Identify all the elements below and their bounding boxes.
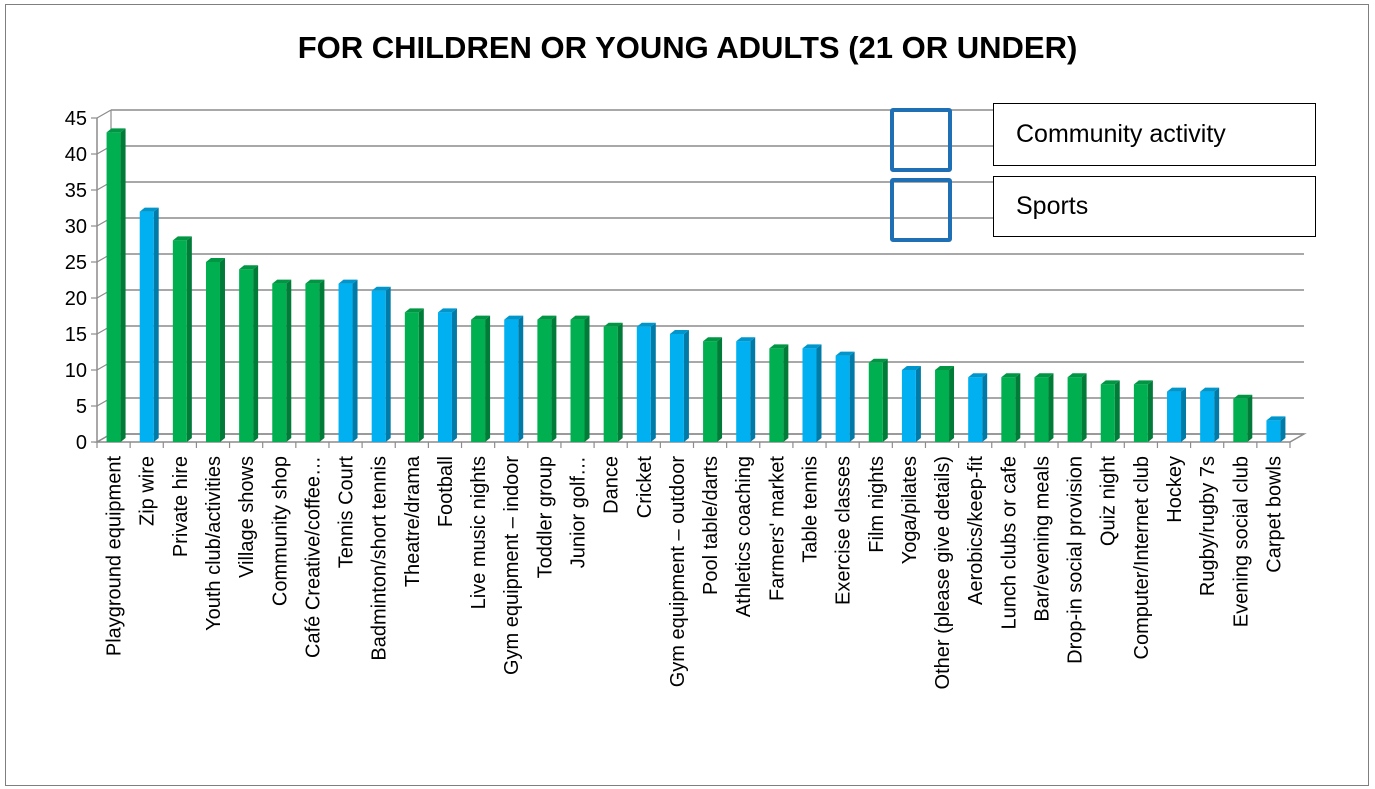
x-tick-label: Exercise classes	[833, 456, 855, 605]
bar	[471, 315, 491, 442]
bar	[404, 308, 424, 442]
y-tick-labels: 0 5 10 15 20 25 30 35 40 45	[65, 108, 87, 454]
x-tick-label: Carpet bowls	[1263, 456, 1285, 573]
bar	[570, 315, 590, 442]
x-tick-label: Table tennis	[799, 456, 821, 563]
bar	[139, 207, 159, 442]
gridline-depth	[96, 109, 112, 119]
x-tick-label: Hockey	[1164, 456, 1186, 523]
y-tick-label: 5	[76, 396, 87, 418]
bar	[1133, 380, 1153, 442]
bar	[1167, 387, 1187, 442]
x-tick-label: Athletics coaching	[733, 456, 755, 617]
bar	[537, 315, 557, 442]
x-tick-labels: Playground equipment Zip wire Private hire…	[104, 455, 1286, 689]
bar	[172, 236, 192, 442]
x-tick-label: Football	[435, 456, 457, 527]
legend-label-community: Community activity	[1016, 120, 1226, 148]
bar	[703, 337, 723, 442]
x-tick-label: Other (please give details)	[932, 456, 954, 689]
x-tick-label: Drop-in social provision	[1065, 456, 1087, 664]
bar	[106, 128, 126, 442]
bar	[901, 366, 921, 442]
x-tick-label: Yoga/pilates	[899, 456, 921, 564]
bar	[636, 322, 656, 442]
bar	[371, 286, 391, 442]
bar	[504, 315, 524, 442]
bar	[835, 351, 855, 442]
x-tick-label: Rugby/rugby 7s	[1197, 456, 1219, 596]
x-tick-label: Gym equipment – indoor	[501, 456, 523, 675]
y-tick-label: 25	[65, 252, 87, 274]
bar	[1266, 416, 1286, 442]
bar	[305, 279, 325, 442]
x-tick-label: Bar/evening meals	[1031, 456, 1053, 622]
bar	[935, 366, 955, 442]
legend-item-sports: Sports	[993, 176, 1316, 237]
x-tick-label: Toddler group	[534, 456, 556, 578]
bar	[1100, 380, 1120, 442]
x-tick-label: Quiz night	[1098, 456, 1120, 546]
x-tick-label: Live music nights	[468, 456, 490, 609]
bar	[1233, 394, 1253, 442]
x-tick-label: Evening social club	[1230, 456, 1252, 627]
y-tick-label: 40	[65, 144, 87, 166]
bar	[1034, 373, 1054, 442]
x-tick-label: Film nights	[866, 456, 888, 553]
x-tick-label: Aerobics/keep-fit	[965, 456, 987, 605]
x-tick-label: Youth club/activities	[203, 456, 225, 631]
y-tick-label: 20	[65, 288, 87, 310]
bar	[1001, 373, 1021, 442]
x-tick-label: Village shows	[236, 456, 258, 578]
bar	[736, 337, 756, 442]
x-tick-label: Pool table/darts	[700, 456, 722, 595]
x-tick-label: Tennis Court	[336, 456, 358, 569]
y-tick-label: 30	[65, 216, 87, 238]
bar	[802, 344, 822, 442]
bar	[1067, 373, 1087, 442]
x-tick-label: Junior golf…	[568, 456, 590, 568]
x-tick-label: Computer/Internet club	[1131, 456, 1153, 659]
chart-title: FOR CHILDREN OR YOUNG ADULTS (21 OR UNDE…	[297, 30, 1078, 65]
x-tick-label: Cricket	[634, 456, 656, 519]
x-tick-label: Gym equipment – outdoor	[667, 456, 689, 688]
x-tick-label: Zip wire	[137, 456, 159, 526]
x-tick-label: Lunch clubs or cafe	[998, 456, 1020, 629]
bar	[1200, 387, 1220, 442]
y-tick-label: 0	[76, 432, 87, 454]
legend-swatch-community	[890, 108, 952, 172]
legend-label-sports: Sports	[1016, 192, 1089, 220]
x-tick-label: Private hire	[170, 456, 192, 557]
bar	[769, 344, 789, 442]
x-tick-label: Community shop	[269, 456, 291, 606]
y-tick-label: 35	[65, 180, 87, 202]
bar	[338, 279, 358, 442]
x-tick-label: Theatre/drama	[402, 455, 424, 587]
x-tick-label: Playground equipment	[104, 456, 126, 657]
x-tick-label: Badminton/short tennis	[369, 456, 391, 661]
bar	[669, 330, 689, 442]
y-tick-label: 15	[65, 324, 87, 346]
y-tick-label: 10	[65, 360, 87, 382]
x-tick-label: Farmers' market	[766, 456, 788, 601]
x-tick-label: Dance	[601, 456, 623, 514]
y-tick-label: 45	[65, 108, 87, 130]
bar	[205, 258, 225, 442]
legend-item-community: Community activity	[993, 103, 1316, 166]
bar	[239, 265, 259, 442]
bars	[106, 128, 1286, 442]
bar	[437, 308, 457, 442]
legend-swatch-sports	[890, 178, 952, 242]
x-tick-label: Café Creative/coffee…	[302, 456, 324, 658]
bar	[868, 358, 888, 442]
bar	[603, 322, 623, 442]
bar	[968, 373, 988, 442]
bar	[272, 279, 292, 442]
